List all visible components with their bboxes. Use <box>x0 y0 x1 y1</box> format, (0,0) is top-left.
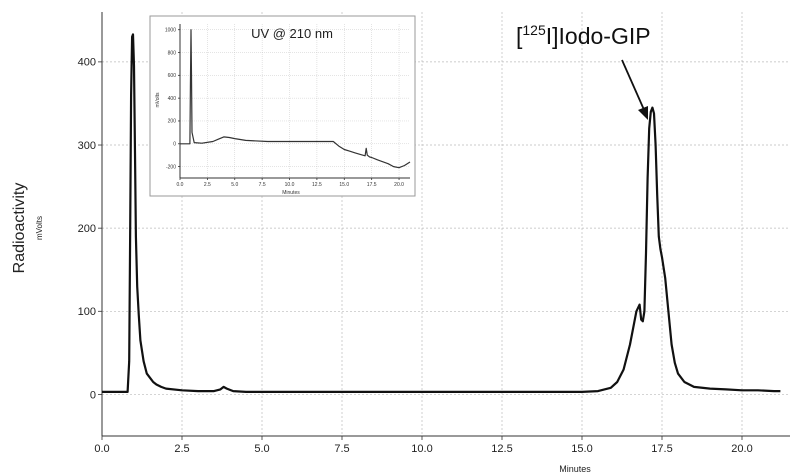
x-tick-label: 17.5 <box>651 443 672 455</box>
main-series-line <box>102 33 781 393</box>
x-tick-label: 12.5 <box>312 182 322 188</box>
y-tick-label: 300 <box>78 140 96 152</box>
annotation-suffix: I]Iodo-GIP <box>546 23 651 49</box>
x-tick-label: 0.0 <box>94 443 109 455</box>
x-tick-label: 5.0 <box>254 443 269 455</box>
y-tick-label: 100 <box>78 306 96 318</box>
inset-frame <box>149 15 416 197</box>
y-tick-label: 800 <box>168 50 177 56</box>
x-tick-label: 7.5 <box>334 443 349 455</box>
y-tick-label: 0 <box>90 389 96 401</box>
y-tick-label: -200 <box>166 164 176 170</box>
y-tick-label: 200 <box>168 119 177 125</box>
x-tick-label: 2.5 <box>204 182 211 188</box>
x-axis-label: Minutes <box>559 464 591 474</box>
x-tick-label: 12.5 <box>491 443 512 455</box>
inset-title: UV @ 210 nm <box>251 26 333 41</box>
y-tick-label: 400 <box>168 96 177 102</box>
x-tick-label: 5.0 <box>231 182 238 188</box>
inset-y-axis-label: mVolts <box>155 92 161 108</box>
y-axis-unit: mVolts <box>35 216 44 240</box>
y-tick-label: 0 <box>173 142 176 148</box>
inset-x-tick-labels: 0.0 2.5 5.0 7.5 10.0 12.5 15.0 17.5 20.0 <box>177 182 405 188</box>
y-tick-label: 600 <box>168 73 177 79</box>
x-tick-label: 20.0 <box>731 443 752 455</box>
inset-chart: 0.0 2.5 5.0 7.5 10.0 12.5 15.0 17.5 20.0 -200 0 20… <box>149 15 416 197</box>
inset-series-line <box>180 29 411 169</box>
peak-annotation: [125I]Iodo-GIP <box>516 22 651 49</box>
y-axis-label: Radioactivity <box>11 183 28 274</box>
x-tick-label: 20.0 <box>394 182 404 188</box>
main-gridlines <box>101 12 790 436</box>
inset-y-tick-labels: -200 0 200 400 600 800 1000 <box>165 27 176 170</box>
annotation-superscript: 125 <box>522 22 546 38</box>
x-tick-label: 0.0 <box>177 182 184 188</box>
x-tick-label: 17.5 <box>367 182 377 188</box>
y-tick-label: 200 <box>78 223 96 235</box>
x-tick-label: 15.0 <box>571 443 592 455</box>
main-y-tick-labels: 0 100 200 300 400 <box>78 57 96 402</box>
inset-axes <box>178 24 410 180</box>
x-tick-label: 10.0 <box>285 182 295 188</box>
y-tick-label: 1000 <box>165 27 176 33</box>
inset-x-axis-label: Minutes <box>282 190 300 196</box>
annotation-arrow-head <box>638 106 648 120</box>
x-tick-label: 15.0 <box>339 182 349 188</box>
annotation-prefix: [ <box>516 23 523 49</box>
main-axes <box>98 12 790 440</box>
x-tick-label: 10.0 <box>411 443 432 455</box>
y-tick-label: 400 <box>78 57 96 69</box>
x-tick-label: 7.5 <box>259 182 266 188</box>
annotation-arrow-shaft <box>621 59 646 113</box>
main-x-tick-labels: 0.0 2.5 5.0 7.5 10.0 12.5 15.0 17.5 20.0 <box>94 443 752 455</box>
x-tick-label: 2.5 <box>174 443 189 455</box>
